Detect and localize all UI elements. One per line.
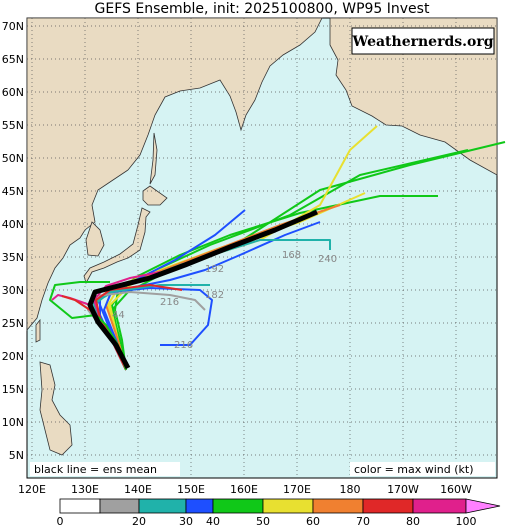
lat-label: 10N (2, 416, 24, 429)
lat-label: 70N (2, 20, 24, 33)
lat-label: 25N (2, 317, 24, 330)
ensemble-mean (87, 209, 318, 370)
lat-label: 50N (2, 152, 24, 165)
colorbar-label: 60 (306, 515, 320, 528)
colorbar-segment (59, 498, 101, 514)
colorbar-segment (362, 498, 414, 514)
lon-label: 150E (177, 483, 205, 496)
footer-right-bg (350, 462, 495, 476)
hour-labels: 240 168 192 182 216 44 216 (112, 250, 337, 351)
colorbar-label: 40 (206, 515, 220, 528)
colorbar-label: 20 (132, 515, 146, 528)
lon-label: 180 (340, 483, 361, 496)
colorbar-segment (185, 498, 214, 514)
colorbar-segment (262, 498, 314, 514)
lon-label: 140E (124, 483, 152, 496)
lat-label: 15N (2, 383, 24, 396)
lat-label: 45N (2, 185, 24, 198)
lon-label: 160W (440, 483, 472, 496)
lon-label: 160E (230, 483, 258, 496)
japan (83, 207, 151, 285)
hour-label: 240 (318, 254, 337, 265)
lat-label: 5N (9, 449, 24, 462)
graticule (27, 18, 497, 478)
lat-label: 40N (2, 218, 24, 231)
watermark: Weathernerds.org (352, 34, 494, 50)
lat-label: 20N (2, 350, 24, 363)
taiwan (35, 318, 41, 343)
colorbar-segment (212, 498, 264, 514)
hour-label: 192 (205, 264, 224, 275)
lat-label: 60N (2, 86, 24, 99)
colorbar-segment (412, 498, 467, 514)
lon-label: 120E (18, 483, 46, 496)
colorbar-label: 100 (456, 515, 477, 528)
lat-label: 55N (2, 119, 24, 132)
footer-left-bg (30, 462, 180, 476)
colorbar-segment (312, 498, 364, 514)
korea (85, 221, 105, 257)
colorbar-segment (99, 498, 140, 514)
lon-label: 170W (387, 483, 419, 496)
lat-label: 65N (2, 53, 24, 66)
colorbar-label: 80 (406, 515, 420, 528)
hour-label: 44 (112, 310, 125, 321)
member-track (49, 281, 127, 371)
lat-label: 30N (2, 284, 24, 297)
colorbar-label: 0 (57, 515, 64, 528)
sakhalin (149, 132, 158, 185)
colorbar (59, 498, 501, 514)
title: GEFS Ensemble, init: 2025100800, WP95 In… (95, 1, 430, 17)
colorbar-segment (138, 498, 187, 514)
hour-label: 216 (160, 297, 179, 308)
watermark-box (351, 27, 495, 55)
lon-label: 130E (71, 483, 99, 496)
hour-label: 168 (282, 250, 301, 261)
footer-left: black line = ens mean (34, 463, 157, 476)
colorbar-extension (465, 498, 501, 514)
member-track (97, 287, 213, 371)
footer-right: color = max wind (kt) (354, 463, 474, 476)
land (26, 17, 498, 456)
lon-label: 170E (283, 483, 311, 496)
colorbar-label: 70 (356, 515, 370, 528)
alaska (329, 17, 498, 176)
hour-label: 216 (174, 340, 193, 351)
colorbar-label: 30 (179, 515, 193, 528)
ensemble-tracks (49, 125, 506, 371)
lat-label: 35N (2, 251, 24, 264)
hokkaido (142, 185, 168, 206)
philippines (39, 361, 73, 456)
colorbar-label: 50 (256, 515, 270, 528)
hour-label: 182 (205, 290, 224, 301)
